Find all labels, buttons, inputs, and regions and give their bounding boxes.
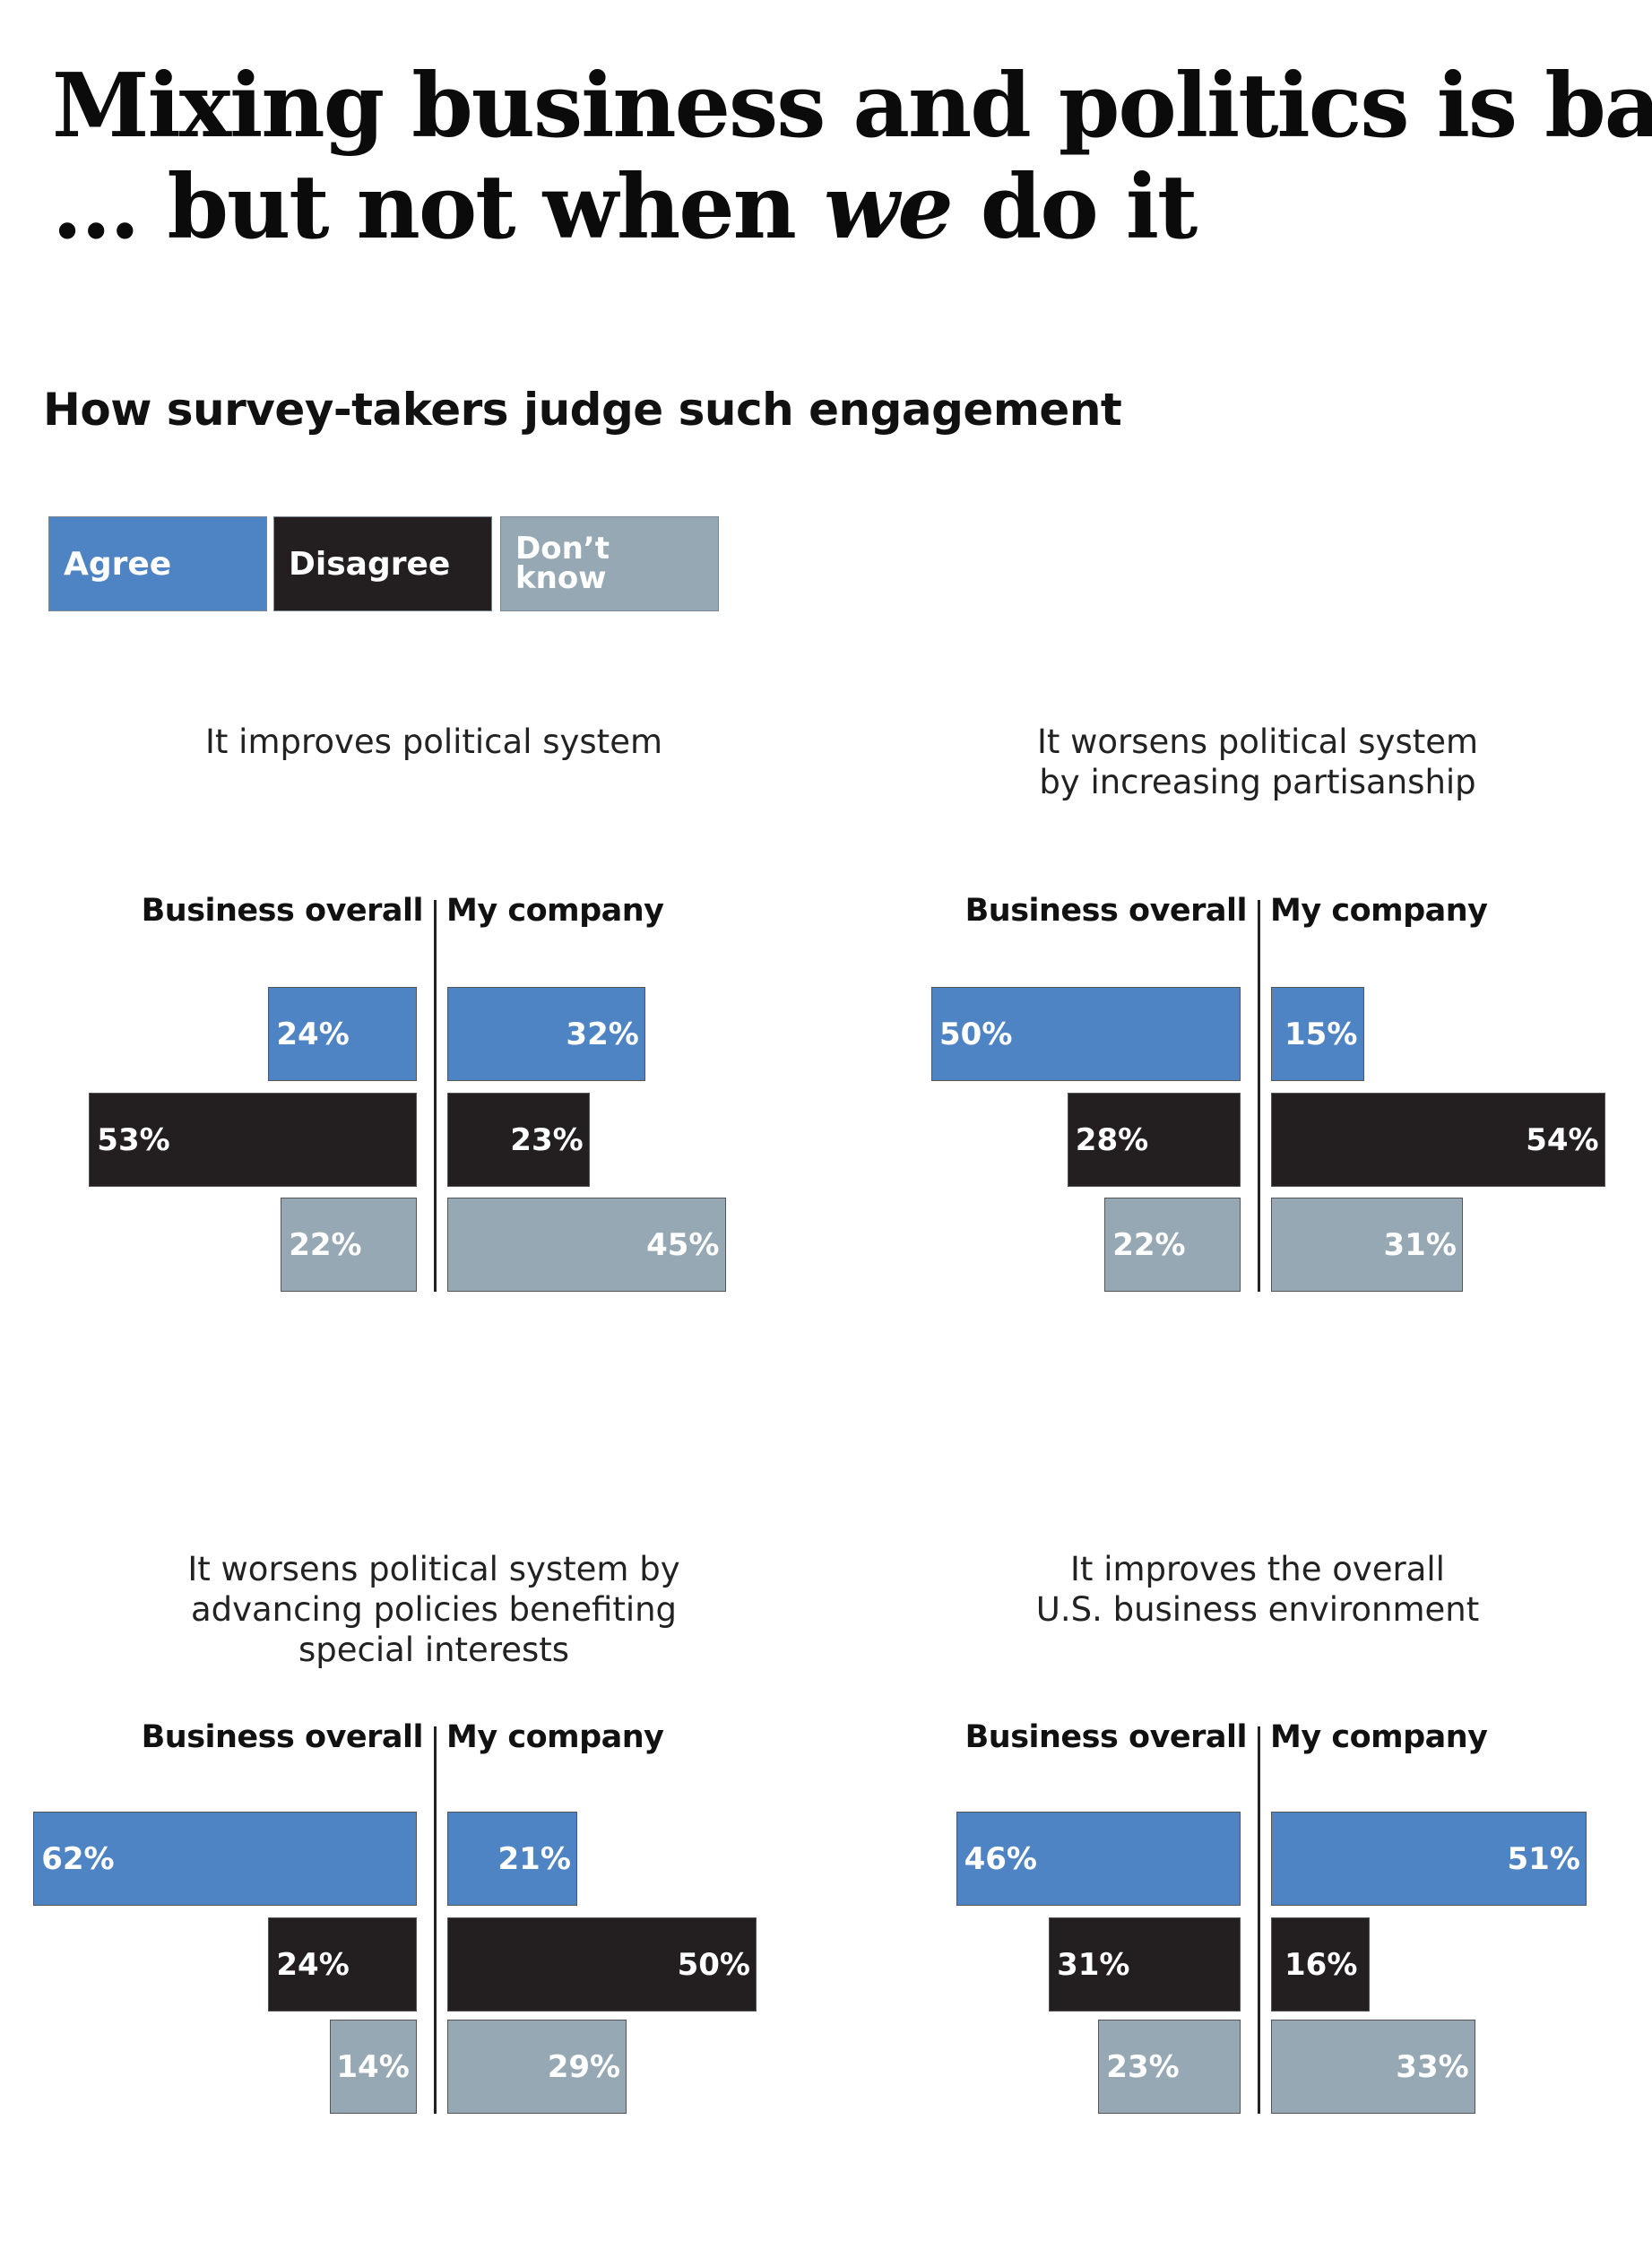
panel-4-center-axis (1258, 1726, 1260, 2114)
panel-1-value-agree-business-overall: 24% (276, 1016, 350, 1052)
chart-title: Mixing business and politics is bad ... … (52, 55, 1652, 258)
panel-2-value-agree-business-overall: 50% (939, 1016, 1013, 1052)
panel-3-value-dont-know-my-company: 29% (547, 2048, 621, 2085)
panel-4-title-line-2: U.S. business environment (1035, 1590, 1480, 1629)
panel-1-value-disagree-business-overall: 53% (97, 1121, 170, 1158)
panel-3-title-line-3: special interests (298, 1631, 570, 1669)
panel-4-value-dont-know-business-overall: 23% (1106, 2048, 1180, 2085)
panel-3-value-agree-my-company: 21% (497, 1840, 571, 1877)
panel-1-center-axis (434, 900, 437, 1292)
title-line-2-suffix: do it (951, 156, 1198, 259)
panel-2-bar-agree-my-company: 15% (1271, 987, 1364, 1081)
panel-2-center-axis (1258, 900, 1260, 1292)
legend-disagree: Disagree (273, 516, 492, 611)
panel-1-title: It improves political system (75, 722, 792, 762)
panel-1-bar-disagree-business-overall: 53% (89, 1093, 417, 1187)
panel-2-bar-agree-business-overall: 50% (931, 987, 1241, 1081)
panel-4-bar-agree-business-overall: 46% (956, 1812, 1241, 1906)
panel-2-bar-dont-know-my-company: 31% (1271, 1198, 1463, 1292)
panel-3-bar-disagree-business-overall: 24% (268, 1917, 417, 2012)
panel-2-title-line-2: by increasing partisanship (1039, 763, 1476, 801)
panel-2-title: It worsens political system by increasing… (899, 722, 1616, 802)
panel-3-bar-disagree-my-company: 50% (447, 1917, 757, 2012)
legend-agree-label: Agree (64, 545, 172, 583)
title-line-1: Mixing business and politics is bad (52, 55, 1652, 158)
panel-2-label-my-company: My company (1270, 893, 1488, 929)
panel-1-value-dont-know-business-overall: 22% (289, 1226, 362, 1263)
chart-subtitle: How survey-takers judge such engagement (43, 384, 1122, 436)
panel-4-value-dont-know-my-company: 33% (1396, 2048, 1469, 2085)
panel-4-value-agree-business-overall: 46% (964, 1840, 1037, 1877)
panel-2-title-line-1: It worsens political system (1036, 722, 1479, 761)
title-emphasis: we (823, 156, 954, 259)
legend-dont-know-line1: Don’t (515, 531, 610, 567)
panel-2-bar-dont-know-business-overall: 22% (1104, 1198, 1241, 1292)
panel-2-value-disagree-my-company: 54% (1526, 1121, 1599, 1158)
panel-3-value-disagree-business-overall: 24% (276, 1946, 350, 1983)
panel-3-bar-dont-know-my-company: 29% (447, 2020, 627, 2114)
panel-2-label-business-overall: Business overall (964, 893, 1248, 929)
panel-4-bar-disagree-business-overall: 31% (1049, 1917, 1241, 2012)
panel-4-bar-disagree-my-company: 16% (1271, 1917, 1371, 2012)
legend-disagree-label: Disagree (289, 545, 451, 583)
panel-4-value-agree-my-company: 51% (1507, 1840, 1580, 1877)
panel-1-title-line-1: It improves political system (204, 722, 662, 761)
panel-4-title: It improves the overall U.S. business env… (899, 1549, 1616, 1630)
panel-3-value-dont-know-business-overall: 14% (336, 2048, 410, 2085)
panel-4-value-disagree-business-overall: 31% (1057, 1946, 1130, 1983)
panel-2-value-dont-know-my-company: 31% (1383, 1226, 1457, 1263)
panel-1-bar-agree-business-overall: 24% (268, 987, 417, 1081)
panel-1-value-disagree-my-company: 23% (510, 1121, 584, 1158)
panel-1-value-agree-my-company: 32% (566, 1016, 639, 1052)
panel-2-bar-disagree-business-overall: 28% (1067, 1093, 1241, 1187)
panel-4-label-my-company: My company (1270, 1719, 1488, 1755)
title-line-2-prefix: ... but not when (52, 156, 824, 259)
panel-4-bar-dont-know-business-overall: 23% (1098, 2020, 1241, 2114)
legend-dont-know: Don’t know (500, 516, 719, 611)
panel-4-label-business-overall: Business overall (964, 1719, 1248, 1755)
panel-4-title-line-1: It improves the overall (1070, 1550, 1445, 1588)
panel-4-bar-dont-know-my-company: 33% (1271, 2020, 1475, 2114)
panel-3-title-line-2: advancing policies benefiting (190, 1590, 678, 1629)
panel-1-bar-disagree-my-company: 23% (447, 1093, 590, 1187)
panel-2-value-dont-know-business-overall: 22% (1112, 1226, 1186, 1263)
panel-3-bar-agree-business-overall: 62% (33, 1812, 417, 1906)
panel-2-value-agree-my-company: 15% (1284, 1016, 1358, 1052)
panel-1-value-dont-know-my-company: 45% (646, 1226, 720, 1263)
panel-1-bar-agree-my-company: 32% (447, 987, 645, 1081)
panel-1-label-business-overall: Business overall (141, 893, 424, 929)
panel-1-bar-dont-know-business-overall: 22% (281, 1198, 417, 1292)
panel-2-bar-disagree-my-company: 54% (1271, 1093, 1605, 1187)
panel-3-value-disagree-my-company: 50% (677, 1946, 750, 1983)
panel-3-value-agree-business-overall: 62% (41, 1840, 115, 1877)
title-line-2: ... but not when we do it (52, 157, 1594, 258)
panel-1-bar-dont-know-my-company: 45% (447, 1198, 726, 1292)
legend-agree: Agree (48, 516, 267, 611)
panel-3-label-my-company: My company (446, 1719, 664, 1755)
panel-3-title: It worsens political system by advancing … (75, 1549, 792, 1670)
panel-4-value-disagree-my-company: 16% (1284, 1946, 1358, 1983)
panel-2-value-disagree-business-overall: 28% (1075, 1121, 1149, 1158)
legend-dont-know-line2: know (515, 560, 607, 596)
panel-4-bar-agree-my-company: 51% (1271, 1812, 1587, 1906)
panel-3-title-line-1: It worsens political system by (187, 1550, 680, 1588)
panel-3-label-business-overall: Business overall (141, 1719, 424, 1755)
panel-3-center-axis (434, 1726, 437, 2114)
panel-3-bar-dont-know-business-overall: 14% (330, 2020, 417, 2114)
panel-1-label-my-company: My company (446, 893, 664, 929)
panel-3-bar-agree-my-company: 21% (447, 1812, 577, 1906)
